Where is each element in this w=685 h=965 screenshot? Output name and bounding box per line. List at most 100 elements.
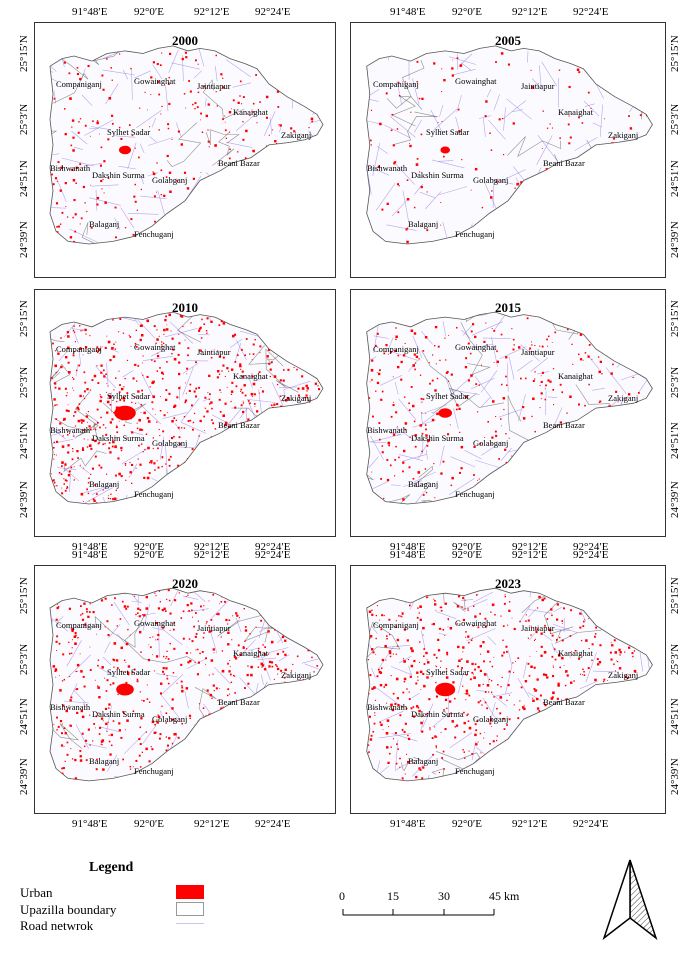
place-label: Beani Bazar [543,697,585,707]
lon-tick-label: 92°24′E [573,549,609,561]
place-label: Balaganj [408,479,439,489]
lat-tick-label: 25°15′N [18,300,30,337]
legend-label-urban: Urban [20,885,53,900]
legend-swatch-road [176,923,204,924]
legend-label-road: Road netwrok [20,918,94,933]
lat-tick-label: 24°39′N [18,758,30,795]
map-frame: 2020 Companiganj Gowainghat Jaintiapur Kanai… [34,565,336,814]
lon-tick-label: 92°12′E [512,6,548,18]
lon-tick-label: 91°48′E [390,818,426,830]
legend-label-boundary: Upazilla boundary [20,902,117,917]
legend-swatch-urban [176,885,204,899]
lon-tick-label: 92°12′E [194,818,230,830]
panel-year-title: 2010 [172,300,198,315]
place-label: Fenchuganj [134,489,174,499]
lat-tick-label: 25°15′N [669,300,681,337]
lon-tick-label: 92°24′E [255,549,291,561]
place-label: Dakshin Surma [411,433,464,443]
lon-tick-label: 92°12′E [512,549,548,561]
place-label: Golabganj [473,714,509,724]
place-label: Fenchuganj [455,229,495,239]
lat-tick-label: 24°39′N [18,481,30,518]
lon-tick-label: 92°24′E [255,818,291,830]
lat-tick-label: 24°51′N [669,422,681,459]
district-outline [366,311,653,505]
map-frame: 2015 Companiganj Gowainghat Jaintiapur Kanai… [350,289,666,537]
place-label: Companiganj [56,344,102,354]
district-outline [49,311,324,505]
place-label: Zakiganj [608,670,639,680]
place-label: Bishwanath [367,702,408,712]
place-label: Companiganj [56,79,102,89]
lon-tick-label: 92°12′E [512,818,548,830]
lon-tick-label: 92°24′E [573,818,609,830]
place-label: Jaintiapur [521,623,555,633]
place-label: Sylhet Sadar [426,127,470,137]
place-label: Kanaighat [558,371,593,381]
place-label: Golabganj [152,714,188,724]
place-label: Balaganj [89,756,120,766]
place-label: Jaintiapur [521,81,555,91]
lon-tick-label: 92°12′E [194,6,230,18]
place-label: Jaintiapur [197,347,231,357]
lon-tick-label: 91°48′E [72,818,108,830]
lon-tick-label: 92°0′E [134,541,165,553]
scale-label-30: 30 [438,889,450,903]
lat-tick-label: 24°51′N [18,160,30,197]
place-label: Zakiganj [608,393,639,403]
place-label: Beani Bazar [543,420,585,430]
place-label: Zakiganj [281,670,312,680]
lon-tick-label: 91°48′E [72,549,108,561]
place-label: Dakshin Surma [92,170,145,180]
study-area-map [366,45,653,245]
panel-year-title: 2023 [495,576,521,591]
lon-tick-label: 92°24′E [573,6,609,18]
scale-label-45km: 45 km [489,889,520,903]
study-area-map [49,45,324,245]
panel-year-title: 2015 [495,300,521,315]
place-label: Sylhet Sadar [426,391,470,401]
study-area-map [366,587,653,782]
place-label: Companiganj [56,620,102,630]
lon-tick-label: 92°12′E [512,541,548,553]
lat-tick-label: 25°3′N [18,103,30,135]
lon-tick-label: 91°48′E [390,549,426,561]
place-label: Golabganj [473,438,509,448]
map-frame: 2000 Companiganj Gowainghat Jaintiapur Kanai… [34,22,336,278]
place-label: Golabganj [473,175,509,185]
place-label: Gowainghat [134,76,176,86]
study-area-map [49,311,324,505]
legend-title: Legend [89,860,134,875]
lat-tick-label: 25°3′N [669,103,681,135]
place-label: Gowainghat [455,618,497,628]
district-outline [49,587,324,782]
place-label: Sylhet Sadar [107,127,151,137]
map-frame: 2010 Companiganj Gowainghat Jaintiapur Kanai… [34,289,336,537]
lat-tick-label: 25°3′N [18,643,30,675]
lon-tick-label: 91°48′E [72,541,108,553]
place-label: Kanaighat [558,648,593,658]
place-label: Kanaighat [233,107,268,117]
place-label: Beani Bazar [543,158,585,168]
place-label: Dakshin Surma [411,170,464,180]
lon-tick-label: 92°0′E [452,818,483,830]
place-label: Balaganj [408,219,439,229]
place-label: Dakshin Surma [92,433,145,443]
lat-tick-label: 24°51′N [669,160,681,197]
lat-tick-label: 25°15′N [669,35,681,72]
place-label: Bishwanath [50,425,91,435]
place-label: Golabganj [152,438,188,448]
place-label: Dakshin Surma [92,709,145,719]
lon-tick-label: 92°0′E [452,549,483,561]
place-label: Golabganj [152,175,188,185]
place-label: Fenchuganj [455,489,495,499]
place-label: Sylhet Sadar [107,667,151,677]
place-label: Kanaighat [558,107,593,117]
panel-year-title: 2005 [495,33,521,48]
lon-tick-label: 92°24′E [573,541,609,553]
panel-year-title: 2020 [172,576,198,591]
place-label: Jaintiapur [197,81,231,91]
lon-tick-label: 92°0′E [134,549,165,561]
place-label: Zakiganj [281,130,312,140]
legend-swatch-boundary [176,902,204,916]
